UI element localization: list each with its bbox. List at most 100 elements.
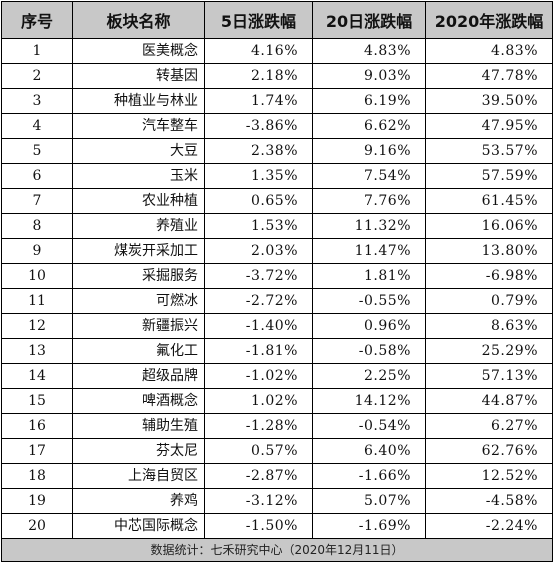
change-20day: 6.62% (312, 113, 426, 139)
sector-name: 中芯国际概念 (72, 513, 205, 539)
sector-name: 采掘服务 (72, 263, 205, 289)
change-20day: 11.32% (312, 213, 426, 239)
sector-name: 大豆 (72, 138, 205, 164)
row-index: 12 (1, 313, 73, 339)
change-5day: 1.53% (204, 213, 313, 239)
table-row: 10 采掘服务 -3.72% 1.81% -6.98% (1, 263, 553, 289)
sector-name: 上海自贸区 (72, 463, 205, 489)
change-20day: -1.66% (312, 463, 426, 489)
sector-name: 医美概念 (72, 38, 205, 64)
change-2020: 16.06% (425, 213, 553, 239)
change-20day: 7.76% (312, 188, 426, 214)
change-20day: 9.16% (312, 138, 426, 164)
change-2020: 44.87% (425, 388, 553, 414)
change-5day: 0.65% (204, 188, 313, 214)
table-row: 3 种植业与林业 1.74% 6.19% 39.50% (1, 88, 553, 114)
table-row: 16 辅助生殖 -1.28% -0.54% 6.27% (1, 413, 553, 439)
change-20day: 7.54% (312, 163, 426, 189)
change-20day: -0.58% (312, 338, 426, 364)
change-20day: 6.19% (312, 88, 426, 114)
row-index: 15 (1, 388, 73, 414)
change-5day: -1.02% (204, 363, 313, 389)
sector-name: 芬太尼 (72, 438, 205, 464)
change-5day: -2.72% (204, 288, 313, 314)
change-5day: -1.81% (204, 338, 313, 364)
table-row: 14 超级品牌 -1.02% 2.25% 57.13% (1, 363, 553, 389)
change-20day: 11.47% (312, 238, 426, 264)
table-body: 1 医美概念 4.16% 4.83% 4.83% 2 转基因 2.18% 9.03% 47.78%… (1, 38, 553, 539)
row-index: 20 (1, 513, 73, 539)
table-row: 7 农业种植 0.65% 7.76% 61.45% (1, 188, 553, 214)
change-20day: 5.07% (312, 488, 426, 514)
sector-name: 煤炭开采加工 (72, 238, 205, 264)
row-index: 6 (1, 163, 73, 189)
sector-name: 可燃冰 (72, 288, 205, 314)
change-2020: 57.13% (425, 363, 553, 389)
row-index: 13 (1, 338, 73, 364)
sector-name: 啤酒概念 (72, 388, 205, 414)
table-row: 12 新疆振兴 -1.40% 0.96% 8.63% (1, 313, 553, 339)
change-20day: -0.55% (312, 288, 426, 314)
change-2020: 57.59% (425, 163, 553, 189)
change-20day: 2.25% (312, 363, 426, 389)
change-5day: 1.02% (204, 388, 313, 414)
change-5day: -1.40% (204, 313, 313, 339)
change-2020: 39.50% (425, 88, 553, 114)
header-sector-name: 板块名称 (72, 1, 205, 39)
header-2020-change: 2020年涨跌幅 (425, 1, 553, 39)
change-2020: 12.52% (425, 463, 553, 489)
row-index: 4 (1, 113, 73, 139)
row-index: 14 (1, 363, 73, 389)
sector-name: 新疆振兴 (72, 313, 205, 339)
sector-name: 玉米 (72, 163, 205, 189)
header-index: 序号 (1, 1, 73, 39)
table-row: 13 氟化工 -1.81% -0.58% 25.29% (1, 338, 553, 364)
change-2020: -2.24% (425, 513, 553, 539)
row-index: 3 (1, 88, 73, 114)
table-row: 20 中芯国际概念 -1.50% -1.69% -2.24% (1, 513, 553, 539)
table-row: 4 汽车整车 -3.86% 6.62% 47.95% (1, 113, 553, 139)
change-20day: 4.83% (312, 38, 426, 64)
change-2020: 8.63% (425, 313, 553, 339)
table-row: 11 可燃冰 -2.72% -0.55% 0.79% (1, 288, 553, 314)
change-5day: -1.50% (204, 513, 313, 539)
change-2020: -4.58% (425, 488, 553, 514)
row-index: 7 (1, 188, 73, 214)
table-row: 15 啤酒概念 1.02% 14.12% 44.87% (1, 388, 553, 414)
sector-name: 辅助生殖 (72, 413, 205, 439)
sector-name: 养鸡 (72, 488, 205, 514)
change-5day: -3.12% (204, 488, 313, 514)
change-20day: 9.03% (312, 63, 426, 89)
change-5day: 2.38% (204, 138, 313, 164)
header-20day-change: 20日涨跌幅 (312, 1, 426, 39)
change-2020: -6.98% (425, 263, 553, 289)
header-row: 序号 板块名称 5日涨跌幅 20日涨跌幅 2020年涨跌幅 (1, 1, 553, 39)
row-index: 19 (1, 488, 73, 514)
change-2020: 4.83% (425, 38, 553, 64)
row-index: 1 (1, 38, 73, 64)
row-index: 9 (1, 238, 73, 264)
change-20day: 0.96% (312, 313, 426, 339)
change-20day: 14.12% (312, 388, 426, 414)
table-row: 9 煤炭开采加工 2.03% 11.47% 13.80% (1, 238, 553, 264)
row-index: 17 (1, 438, 73, 464)
row-index: 2 (1, 63, 73, 89)
table-row: 18 上海自贸区 -2.87% -1.66% 12.52% (1, 463, 553, 489)
row-index: 11 (1, 288, 73, 314)
change-5day: -3.86% (204, 113, 313, 139)
sector-name: 种植业与林业 (72, 88, 205, 114)
table-row: 2 转基因 2.18% 9.03% 47.78% (1, 63, 553, 89)
table-row: 1 医美概念 4.16% 4.83% 4.83% (1, 38, 553, 64)
sector-name: 农业种植 (72, 188, 205, 214)
change-2020: 25.29% (425, 338, 553, 364)
change-5day: 2.03% (204, 238, 313, 264)
sector-name: 氟化工 (72, 338, 205, 364)
change-2020: 61.45% (425, 188, 553, 214)
row-index: 8 (1, 213, 73, 239)
row-index: 16 (1, 413, 73, 439)
change-20day: -0.54% (312, 413, 426, 439)
change-2020: 6.27% (425, 413, 553, 439)
change-5day: -1.28% (204, 413, 313, 439)
